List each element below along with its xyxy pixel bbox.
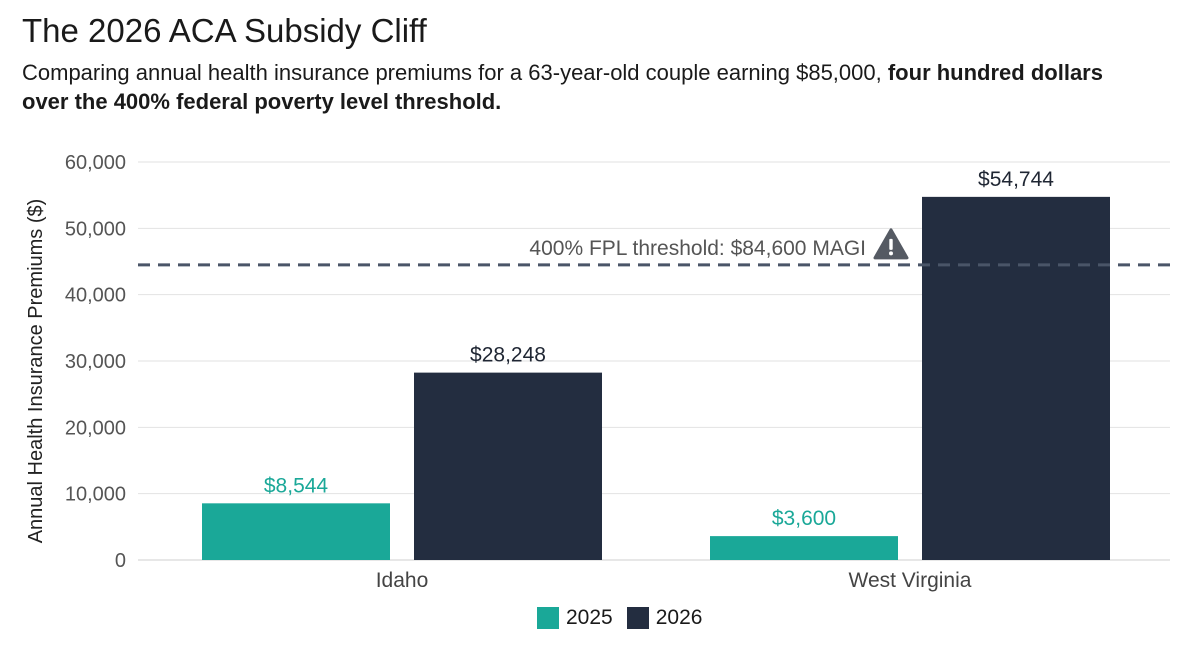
- data-label: $3,600: [772, 507, 836, 530]
- chart-title: The 2026 ACA Subsidy Cliff: [22, 12, 427, 49]
- legend-label-2026: 2026: [655, 606, 703, 629]
- y-tick-label: 40,000: [65, 285, 126, 307]
- x-tick-label: West Virginia: [849, 569, 972, 592]
- threshold-label: 400% FPL threshold: $84,600 MAGI: [529, 237, 866, 260]
- y-tick-label: 50,000: [65, 218, 126, 240]
- data-label: $28,248: [470, 344, 546, 367]
- bar-2025-1: [710, 536, 898, 560]
- x-tick-label: Idaho: [376, 569, 429, 592]
- y-tick-label: 60,000: [65, 152, 126, 174]
- legend-label-2025: 2025: [566, 606, 613, 629]
- y-tick-label: 0: [115, 550, 126, 572]
- legend-swatch-2026: [626, 607, 649, 629]
- legend-item-2026: 2026: [626, 606, 703, 630]
- warning-icon-dot: [889, 251, 893, 256]
- legend-swatch-2025: [537, 607, 559, 629]
- warning-icon-bar: [889, 238, 893, 250]
- bar-2025-0: [202, 503, 390, 560]
- y-axis-label: Annual Health Insurance Premiums ($): [25, 199, 47, 544]
- y-tick-label: 10,000: [65, 484, 126, 506]
- legend-item-2025: 2025: [537, 606, 613, 630]
- y-tick-label: 20,000: [65, 417, 126, 439]
- y-tick-label: 30,000: [65, 351, 126, 373]
- legend: 2025 2026: [537, 606, 716, 630]
- chart-subtitle: Comparing annual health insurance premiu…: [22, 58, 1142, 116]
- subtitle-text: Comparing annual health insurance premiu…: [22, 60, 888, 85]
- data-label: $8,544: [264, 474, 329, 497]
- subtitle-emphasis: four hundred dollars over the 400% feder…: [22, 60, 1103, 114]
- bar-2026-1: [922, 196, 1110, 560]
- bar-2026-0: [414, 372, 602, 560]
- data-label: $54,744: [978, 168, 1054, 191]
